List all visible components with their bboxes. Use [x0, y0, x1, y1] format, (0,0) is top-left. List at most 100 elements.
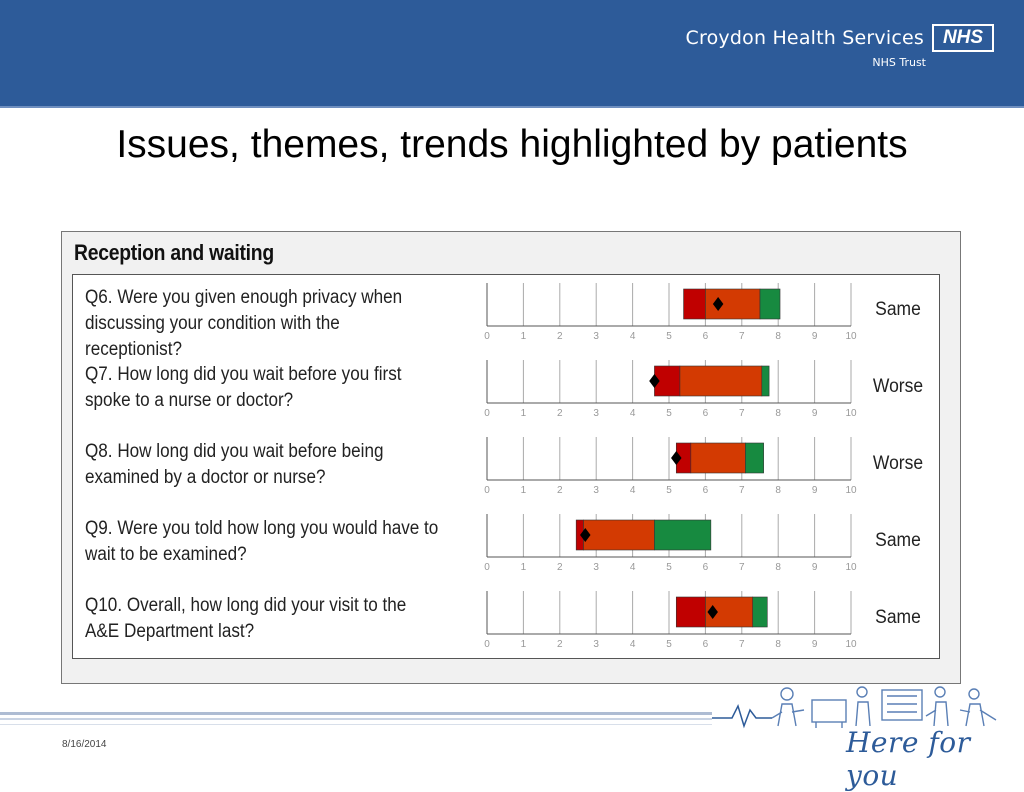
tick-label: 5 [666, 639, 672, 650]
tick-label: 10 [845, 639, 857, 650]
bar-segment-orange [679, 365, 763, 397]
tick-label: 1 [521, 331, 527, 342]
chart-area: Q6. Were you given enough privacy when d… [72, 274, 940, 659]
tick-label: 3 [593, 485, 599, 496]
row-plot: 0 1 2 3 4 5 6 7 8 9 10 [484, 514, 857, 573]
comparison-result: Same [875, 299, 921, 320]
bar-segment-green [761, 365, 770, 397]
bar-segment-orange [583, 519, 655, 551]
score-marker [671, 451, 682, 465]
org-branding: Croydon Health Services NHS NHS Trust [686, 24, 994, 69]
score-marker [707, 605, 718, 619]
bar-segment-green [654, 519, 712, 551]
tick-label: 9 [812, 485, 818, 496]
chart-panel: Reception and waiting Q6. Were you given… [61, 231, 961, 684]
tick-label: 4 [630, 485, 636, 496]
tick-label: 3 [593, 408, 599, 419]
question-label: Q6. Were you given enough privacy when d… [85, 287, 403, 360]
tick-label: 9 [812, 639, 818, 650]
tick-label: 4 [630, 408, 636, 419]
comparison-result: Same [875, 607, 921, 628]
score-marker [649, 374, 660, 388]
tick-label: 3 [593, 331, 599, 342]
chart-row: Q8. How long did you wait before being e… [73, 429, 939, 506]
chart-row: Q6. Were you given enough privacy when d… [73, 275, 939, 360]
tick-label: 0 [484, 331, 490, 342]
tick-label: 1 [521, 639, 527, 650]
tick-label: 7 [739, 639, 745, 650]
tick-label: 2 [557, 485, 563, 496]
tick-label: 6 [703, 485, 709, 496]
tick-label: 9 [812, 562, 818, 573]
org-name: Croydon Health Services [685, 27, 924, 49]
tick-label: 1 [521, 485, 527, 496]
tick-label: 8 [775, 331, 781, 342]
people-sketch-illustration [712, 686, 997, 729]
comparison-result: Worse [872, 453, 924, 474]
tick-label: 2 [557, 639, 563, 650]
tick-label: 6 [703, 408, 709, 419]
tick-label: 3 [593, 562, 599, 573]
tick-label: 8 [775, 562, 781, 573]
org-sub: NHS Trust [872, 56, 926, 69]
footer-divider [0, 724, 712, 725]
question-label: Q8. How long did you wait before being e… [85, 441, 384, 488]
tick-label: 10 [845, 331, 857, 342]
tick-label: 10 [845, 485, 857, 496]
tick-label: 4 [630, 639, 636, 650]
tick-label: 2 [557, 408, 563, 419]
footer-divider [0, 718, 712, 720]
comparison-result: Worse [872, 376, 924, 397]
tick-label: 8 [775, 485, 781, 496]
slide-date: 8/16/2014 [62, 739, 107, 750]
tick-label: 5 [666, 485, 672, 496]
tick-label: 6 [703, 562, 709, 573]
bar-segment-orange [690, 442, 746, 474]
bar-segment-green [759, 288, 781, 320]
tick-label: 7 [739, 331, 745, 342]
tick-label: 8 [775, 408, 781, 419]
score-marker [712, 297, 724, 311]
tick-label: 1 [521, 562, 527, 573]
chart-row: Q9. Were you told how long you would hav… [73, 506, 939, 583]
row-plot: 0 1 2 3 4 5 6 7 8 9 10 [484, 437, 857, 496]
tick-label: 10 [845, 562, 857, 573]
tick-label: 0 [484, 639, 490, 650]
tick-label: 7 [739, 485, 745, 496]
header-bar: Croydon Health Services NHS NHS Trust [0, 0, 1024, 108]
tick-label: 7 [739, 408, 745, 419]
question-label: Q10. Overall, how long did your visit to… [85, 595, 407, 642]
tick-label: 5 [666, 408, 672, 419]
tick-label: 5 [666, 562, 672, 573]
tick-label: 10 [845, 408, 857, 419]
bar-segment-green [745, 442, 764, 474]
bar-segment-green [752, 596, 768, 628]
tick-label: 4 [630, 331, 636, 342]
tick-label: 6 [703, 639, 709, 650]
tick-label: 0 [484, 562, 490, 573]
tick-label: 9 [812, 408, 818, 419]
tick-label: 6 [703, 331, 709, 342]
tick-label: 2 [557, 562, 563, 573]
score-marker [580, 528, 591, 542]
row-plot: 0 1 2 3 4 5 6 7 8 9 10 [484, 360, 857, 419]
row-plot: 0 1 2 3 4 5 6 7 8 9 10 [484, 283, 857, 342]
tick-label: 2 [557, 331, 563, 342]
bar-segment-red [675, 596, 706, 628]
chart-row: Q7. How long did you wait before you fir… [73, 352, 939, 429]
question-label: Q9. Were you told how long you would hav… [85, 518, 439, 565]
question-label: Q7. How long did you wait before you fir… [85, 364, 402, 411]
tick-label: 1 [521, 408, 527, 419]
tick-label: 5 [666, 331, 672, 342]
tagline: Here for you [846, 726, 971, 792]
bar-segment-red [683, 288, 706, 320]
footer-divider [0, 712, 712, 715]
panel-title: Reception and waiting [74, 240, 274, 265]
tick-label: 9 [812, 331, 818, 342]
tick-label: 8 [775, 639, 781, 650]
tick-label: 4 [630, 562, 636, 573]
nhs-logo: NHS [932, 24, 994, 52]
tick-label: 3 [593, 639, 599, 650]
tick-label: 7 [739, 562, 745, 573]
tick-label: 0 [484, 485, 490, 496]
